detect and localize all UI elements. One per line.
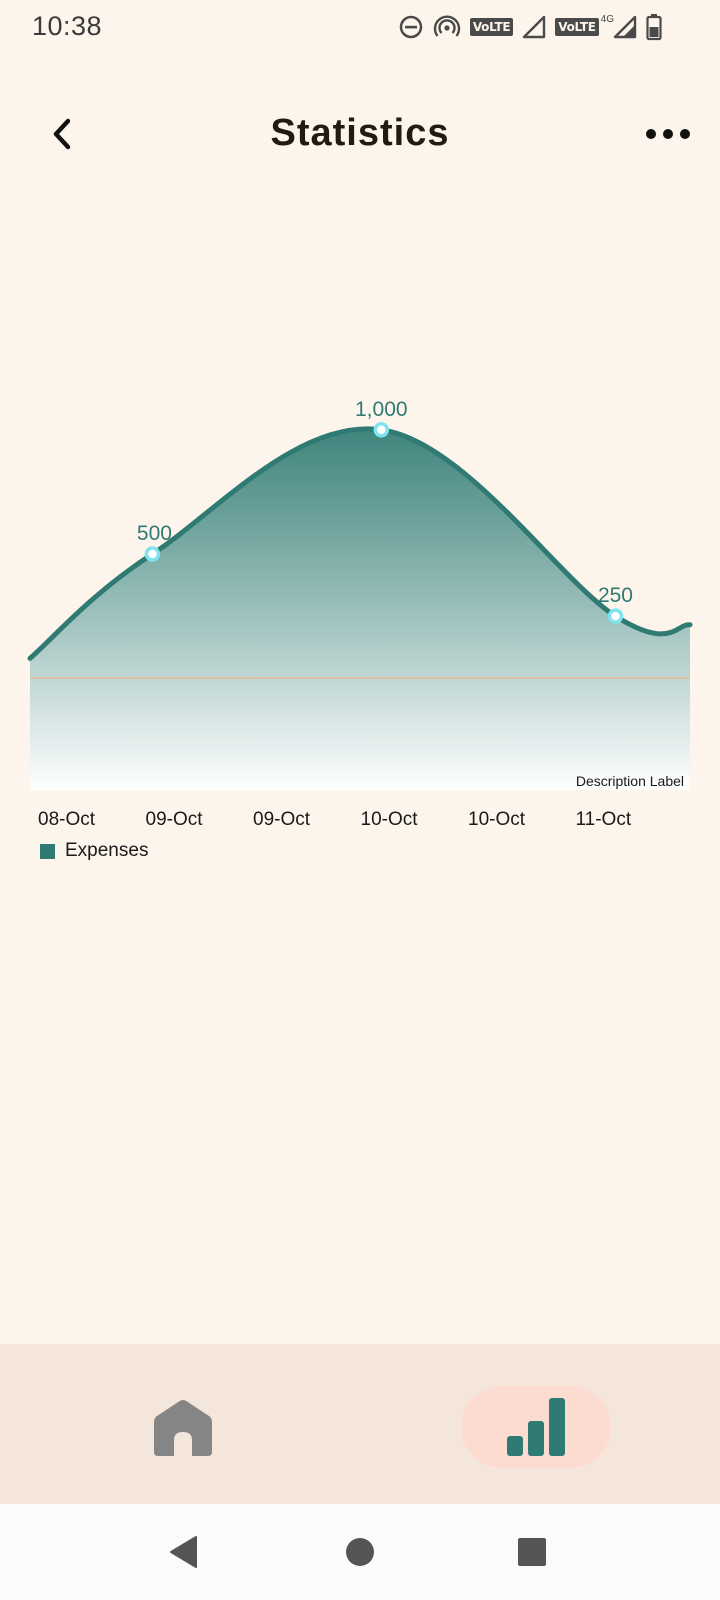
- system-home-button[interactable]: [336, 1528, 384, 1576]
- system-back-button[interactable]: [160, 1528, 208, 1576]
- bottom-navigation: [0, 1344, 720, 1504]
- x-tick-label: 09-Oct: [253, 809, 311, 830]
- x-tick-label: 08-Oct: [38, 809, 96, 830]
- chart-canvas: 500 1,000 250 08-Oct 09-Oct 09-Oct 10-Oct 10-O…: [27, 398, 693, 830]
- more-horizontal-icon: [646, 129, 690, 139]
- volte-icon-2: VoLTE: [555, 18, 599, 36]
- data-label: 500: [137, 522, 172, 545]
- back-icon: [170, 1536, 197, 1568]
- area-fill: [30, 428, 690, 790]
- more-options-button[interactable]: [640, 110, 696, 158]
- x-tick-label: 10-Oct: [361, 809, 419, 830]
- x-tick-label: 11-Oct: [576, 809, 632, 830]
- network-4g-icon: 4G: [600, 13, 614, 25]
- status-time: 10:38: [32, 11, 103, 41]
- status-icons: VoLTE VoLTE 4G: [398, 12, 662, 42]
- page-title: Statistics: [270, 112, 450, 154]
- data-label: 1,000: [355, 398, 408, 421]
- x-tick-label: 10-Oct: [468, 809, 526, 830]
- recents-icon: [518, 1538, 546, 1566]
- volte-icon: VoLTE: [469, 18, 514, 36]
- data-point: [144, 546, 161, 562]
- data-label: 250: [598, 584, 633, 607]
- dnd-icon: [399, 15, 423, 39]
- app-header: Statistics: [0, 90, 720, 180]
- battery-icon: [646, 14, 662, 41]
- hotspot-icon: [433, 15, 460, 37]
- status-bar: 10:38 VoLTE VoLTE 4G: [0, 0, 720, 56]
- chart-description: Description Label: [576, 773, 684, 789]
- nav-home[interactable]: [108, 1386, 258, 1468]
- expenses-chart: 500 1,000 250 08-Oct 09-Oct 09-Oct 10-Oct 10-O…: [0, 380, 720, 870]
- legend-label: Expenses: [65, 840, 149, 861]
- bar-chart-icon: [507, 1398, 565, 1456]
- nav-statistics[interactable]: [461, 1386, 611, 1468]
- legend-swatch: [40, 843, 55, 859]
- chart-legend: Expenses: [40, 840, 148, 862]
- system-navigation-bar: [0, 1504, 720, 1600]
- signal-icon: [523, 15, 546, 39]
- data-point: [373, 422, 390, 438]
- data-point: [607, 608, 624, 624]
- back-button[interactable]: [38, 110, 86, 158]
- home-icon: [154, 1400, 212, 1456]
- chevron-left-icon: [53, 118, 71, 150]
- home-circle-icon: [346, 1538, 374, 1566]
- signal-icon-2: [613, 15, 637, 39]
- system-recents-button[interactable]: [508, 1528, 556, 1576]
- x-tick-label: 09-Oct: [146, 809, 204, 830]
